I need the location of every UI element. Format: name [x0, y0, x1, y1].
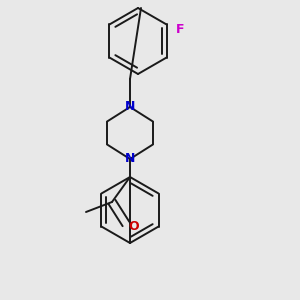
Text: N: N: [125, 152, 135, 166]
Text: F: F: [176, 23, 185, 36]
Text: O: O: [129, 220, 139, 233]
Text: N: N: [125, 100, 135, 113]
